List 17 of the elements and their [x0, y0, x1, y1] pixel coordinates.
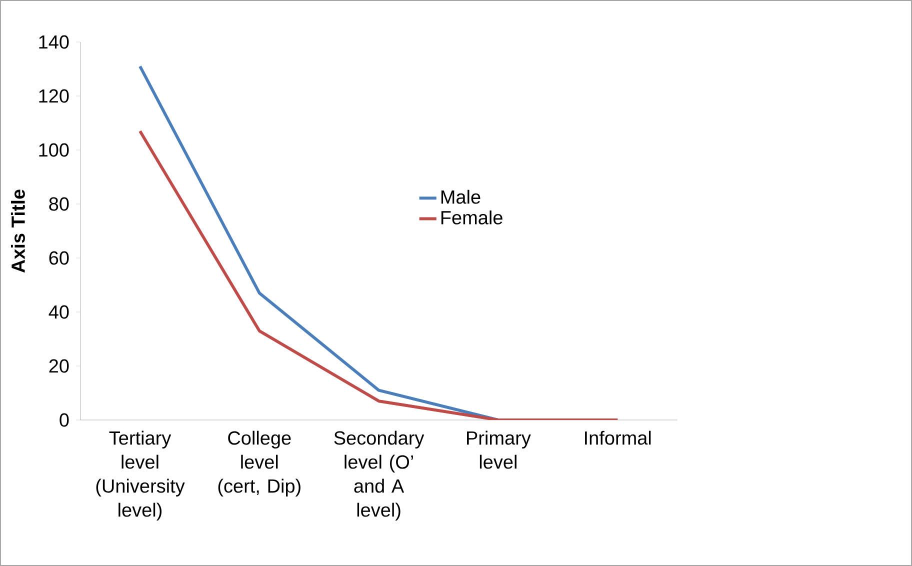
y-axis-title: Axis Title — [10, 190, 25, 273]
y-tick-label: 20 — [49, 359, 69, 373]
legend-label: Female — [441, 210, 502, 224]
y-tick-label: 60 — [49, 251, 69, 265]
y-tick-label: 120 — [39, 89, 69, 103]
x-tick-label: Secondary level (O’ and A level) — [334, 430, 424, 521]
line-series — [138, 130, 620, 420]
x-tick-label: Tertiary level (University level) — [96, 430, 185, 521]
y-tick-label: 140 — [39, 35, 69, 49]
y-tick-label: 80 — [49, 197, 69, 211]
x-tick-label: College level (cert, Dip) — [218, 430, 300, 497]
legend-label: Male — [441, 190, 480, 204]
x-tick-label: Informal — [585, 430, 651, 445]
x-tick-label: Primary level — [467, 430, 531, 469]
y-tick-label: 100 — [39, 143, 69, 157]
y-tick-label: 40 — [48, 305, 69, 319]
y-tick-label: 0 — [60, 413, 69, 427]
